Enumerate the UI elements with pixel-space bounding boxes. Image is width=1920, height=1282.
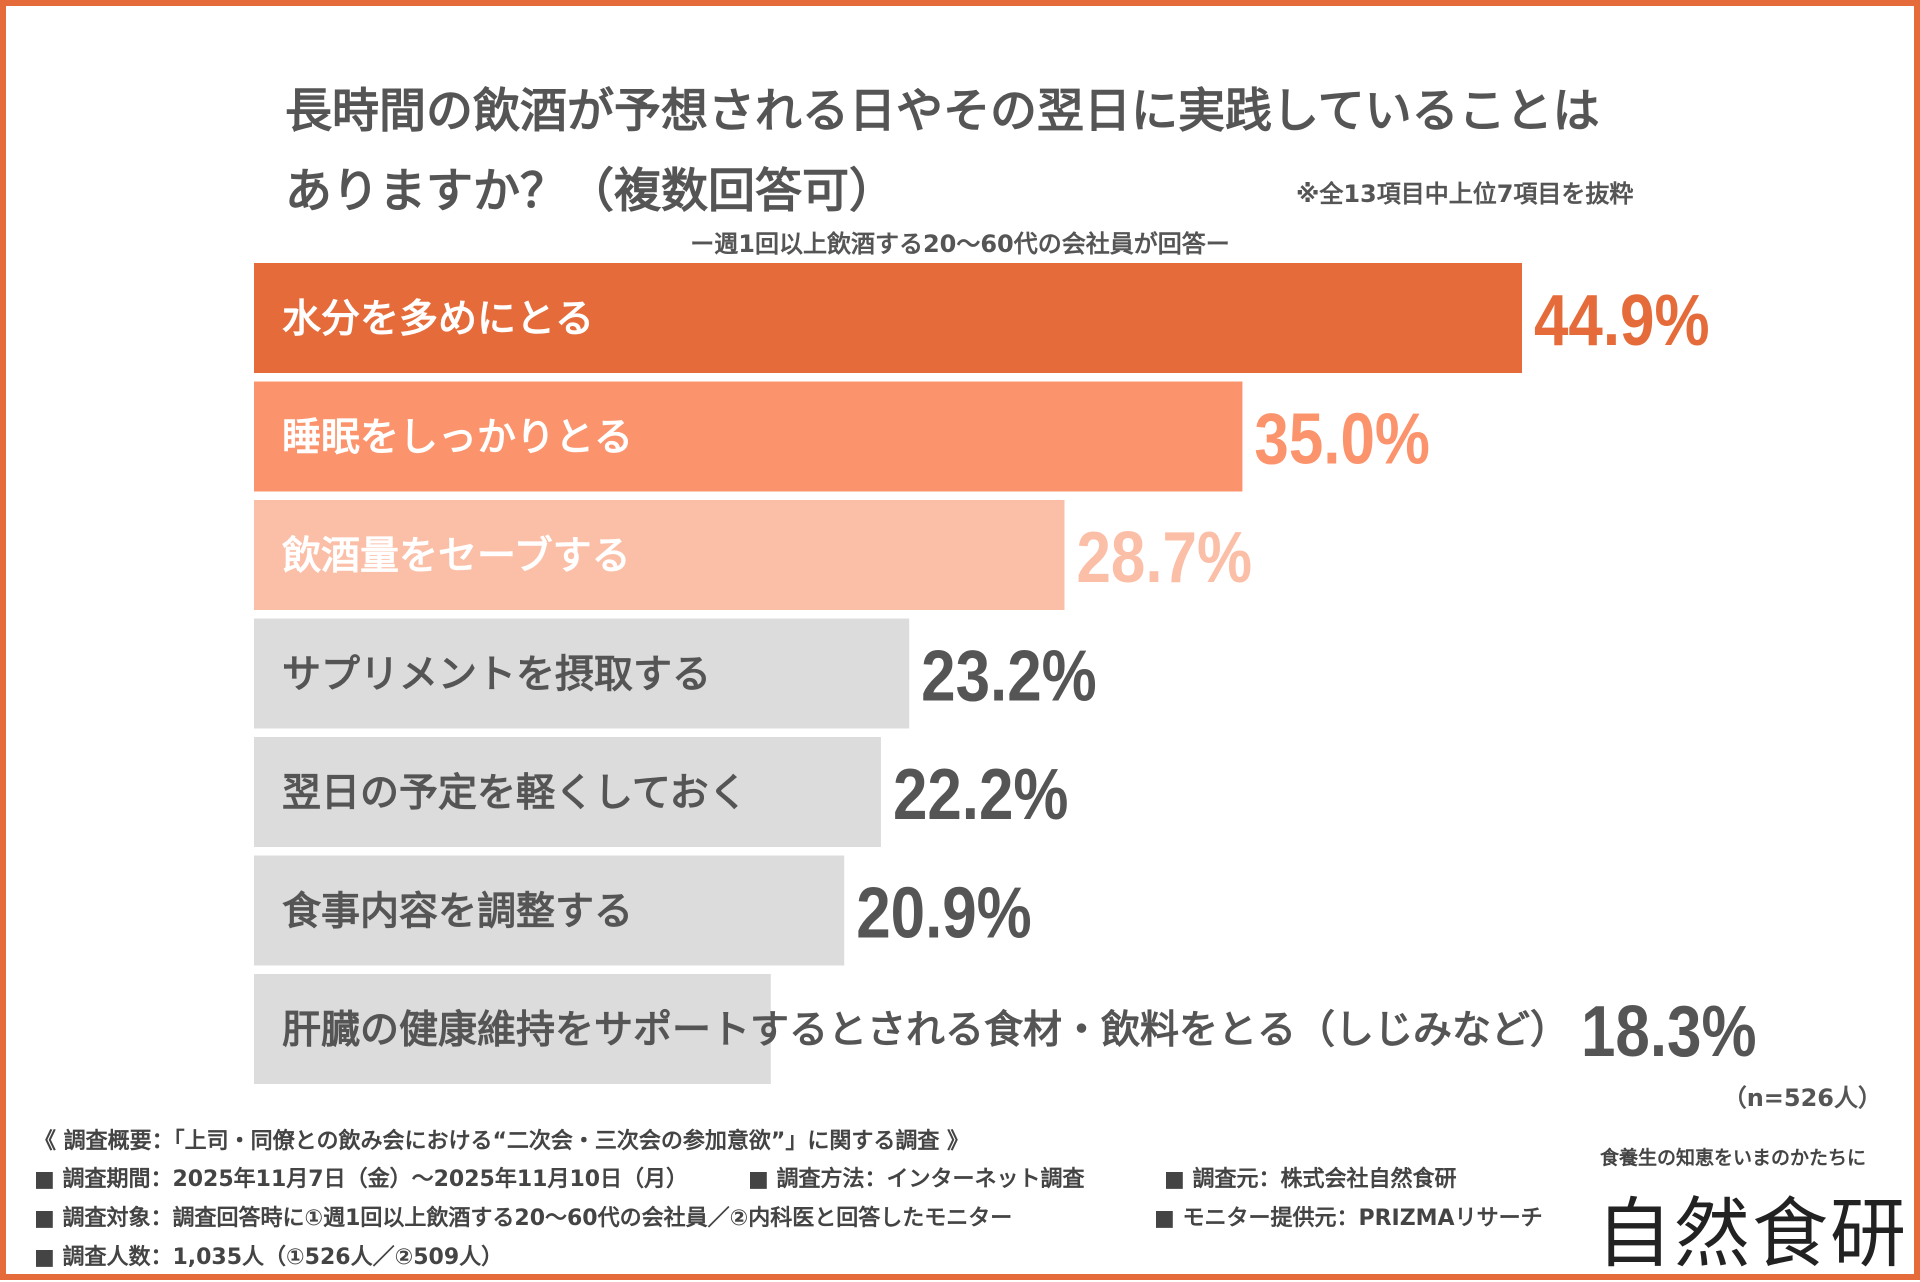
bar-label-3: 飲酒量をセーブする: [282, 534, 631, 579]
survey-period: ■ 調査期間：2025年11月7日（金）〜2025年11月10日（月）: [34, 1167, 689, 1192]
logo-tagline: 食養生の知恵をいまのかたちに: [1600, 1147, 1867, 1169]
items-note: ※全13項目中上位7項目を抜粋: [1296, 180, 1634, 208]
title-line-1: 長時間の飲酒が予想される日やその翌日に実践していることは: [285, 84, 1600, 139]
survey-count: ■ 調査人数：1,035人（①526人／②509人）: [34, 1245, 504, 1270]
bar-label-4: サプリメントを摂取する: [282, 653, 711, 698]
chart-subtitle: ー週1回以上飲酒する20〜60代の会社員が回答ー: [690, 230, 1230, 258]
survey-method: ■ 調査方法：インターネット調査: [748, 1167, 1085, 1192]
value-label-7: 18.3%: [1581, 992, 1757, 1072]
survey-monitor: ■ モニター提供元：PRIZMAリサーチ: [1154, 1206, 1543, 1231]
bar-label-6: 食事内容を調整する: [282, 890, 633, 935]
company-logo: 自然食研: [1596, 1189, 1908, 1278]
value-label-1: 44.9%: [1534, 281, 1710, 361]
title-line-2: ありますか？（複数回答可）: [285, 164, 896, 219]
bar-3: [254, 500, 1065, 610]
bar-label-1: 水分を多めにとる: [282, 297, 594, 342]
bar-6: [254, 855, 845, 966]
bar-label-5: 翌日の予定を軽くしておく: [282, 771, 748, 816]
bar-label-2: 睡眠をしっかりとる: [282, 416, 633, 461]
value-label-2: 35.0%: [1254, 399, 1430, 479]
survey-overview: 《 調査概要：「上司・同僚との飲み会における“二次会・三次会の参加意欲”」に関す…: [34, 1129, 970, 1154]
bar-2: [254, 381, 1243, 492]
value-label-3: 28.7%: [1077, 518, 1253, 598]
value-label-6: 20.9%: [856, 873, 1032, 953]
value-label-5: 22.2%: [893, 755, 1069, 835]
survey-source: ■ 調査元：株式会社自然食研: [1164, 1167, 1457, 1192]
bar-4: [254, 618, 910, 729]
sample-size-note: （n=526人）: [1722, 1084, 1882, 1112]
bar-5: [254, 737, 881, 847]
chart-title: 長時間の飲酒が予想される日やその翌日に実践していることは ありますか？（複数回答…: [285, 72, 1600, 232]
survey-target: ■ 調査対象：調査回答時に①週1回以上飲酒する20〜60代の会社員／②内科医と回…: [34, 1206, 1013, 1231]
value-label-4: 23.2%: [921, 636, 1097, 716]
bar-1: [254, 263, 1522, 373]
bar-7: [254, 974, 771, 1084]
bar-label-7: 肝臓の健康維持をサポートするとされる食材・飲料をとる（しじみなど）: [282, 1008, 1569, 1053]
